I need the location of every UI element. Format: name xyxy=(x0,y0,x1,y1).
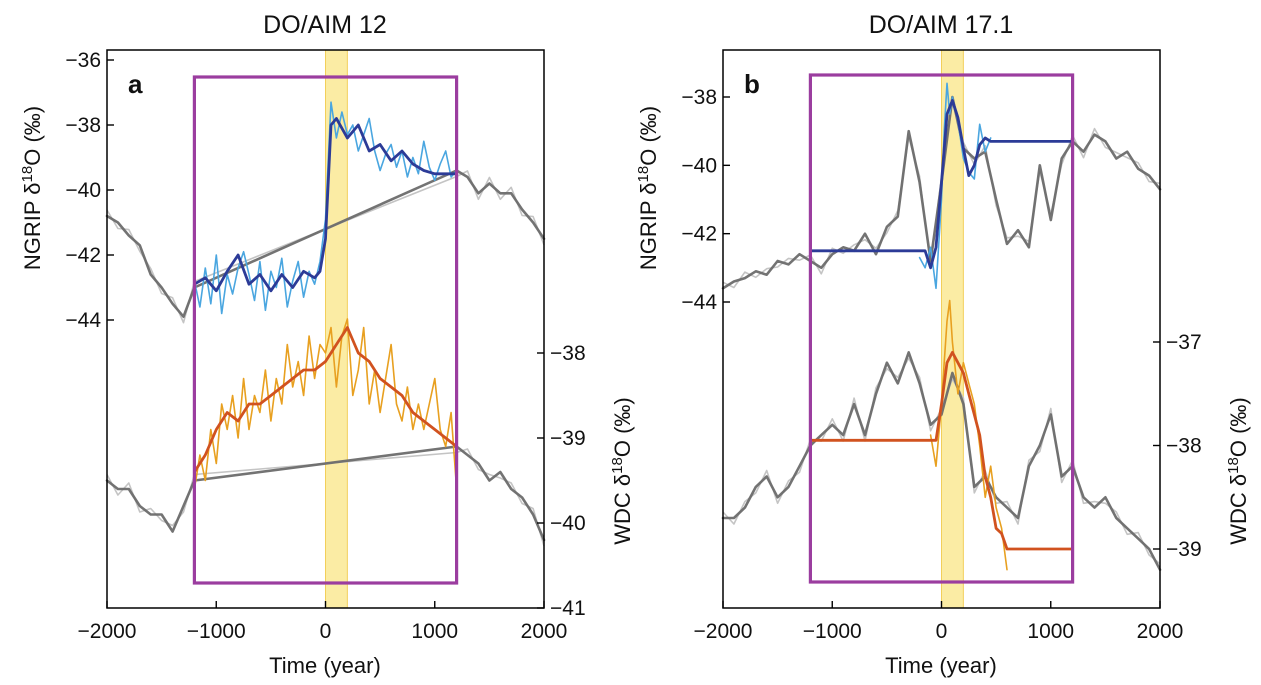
panel-title: DO/AIM 12 xyxy=(263,11,387,39)
analysis-window xyxy=(808,73,1075,584)
left-tick-label: −40 xyxy=(681,154,717,177)
x-tick-label: 2000 xyxy=(521,620,568,643)
right-tick-label: −39 xyxy=(550,427,586,450)
left-tick-label: −42 xyxy=(65,244,101,267)
x-tick-label: 0 xyxy=(936,620,948,643)
right-tick-label: −40 xyxy=(550,512,586,535)
y-axis-label-right: WDC δ18O (‰) xyxy=(609,397,635,544)
x-tick-label: 0 xyxy=(320,620,332,643)
left-tick-label: −44 xyxy=(681,291,717,314)
left-tick-label: −40 xyxy=(65,179,101,202)
y-axis-label-right: WDC δ18O (‰) xyxy=(1225,397,1251,544)
x-axis-label: Time (year) xyxy=(885,653,997,678)
x-tick-label: −1000 xyxy=(803,620,862,643)
analysis-window xyxy=(192,75,459,585)
left-tick-label: −38 xyxy=(681,86,717,109)
plot-layer xyxy=(105,49,546,609)
x-ticks: −2000 −1000 0 1000 2000 xyxy=(694,601,1184,643)
series-line-background-right xyxy=(105,445,546,542)
x-tick-label: 2000 xyxy=(1137,620,1184,643)
series-line-smooth-right xyxy=(192,326,459,474)
series-line-smooth-left xyxy=(192,117,459,293)
plot-layer xyxy=(721,49,1162,609)
x-tick-label: 1000 xyxy=(1027,620,1074,643)
left-tick-label: −42 xyxy=(681,223,717,246)
left-tick-label: −44 xyxy=(65,309,101,332)
series-line-raw-right xyxy=(929,299,1008,571)
y-axis-label-left: NGRIP δ18O (‰) xyxy=(635,106,661,270)
left-tick-label: −38 xyxy=(65,114,101,137)
right-tick-label: −41 xyxy=(550,597,586,620)
panel-title: DO/AIM 17.1 xyxy=(869,11,1014,39)
right-ticks: −38 −39 −40 −41 xyxy=(537,342,586,620)
x-ticks: −2000 −1000 0 1000 2000 xyxy=(78,601,568,643)
x-tick-label: 1000 xyxy=(411,620,458,643)
x-tick-label: −2000 xyxy=(694,620,753,643)
panel-a: DO/AIM 12 a Time (year) NGRIP δ18O (‰) W… xyxy=(19,11,635,678)
panel-letter: b xyxy=(744,69,760,99)
series-line-raw-right xyxy=(193,318,458,490)
right-tick-label: −38 xyxy=(550,342,586,365)
left-ticks: −38 −40 −42 −44 xyxy=(681,86,730,314)
panel-letter: a xyxy=(128,69,143,99)
y-axis-label-left: NGRIP δ18O (‰) xyxy=(19,106,45,270)
left-ticks: −36 −38 −40 −42 −44 xyxy=(65,49,114,332)
right-ticks: −37 −38 −39 xyxy=(1153,331,1202,561)
left-tick-label: −36 xyxy=(65,49,101,72)
right-tick-label: −38 xyxy=(1166,435,1202,458)
x-axis-label: Time (year) xyxy=(269,653,381,678)
series-line-smooth-right xyxy=(809,350,1074,551)
x-tick-label: −1000 xyxy=(187,620,246,643)
right-tick-label: −37 xyxy=(1166,331,1202,354)
series-line-background-right xyxy=(721,351,1162,572)
panel-b: DO/AIM 17.1 b Time (year) NGRIP δ18O (‰)… xyxy=(635,11,1251,678)
x-tick-label: −2000 xyxy=(78,620,137,643)
right-tick-label: −39 xyxy=(1166,538,1202,561)
series-line-smooth-left xyxy=(809,99,1074,270)
